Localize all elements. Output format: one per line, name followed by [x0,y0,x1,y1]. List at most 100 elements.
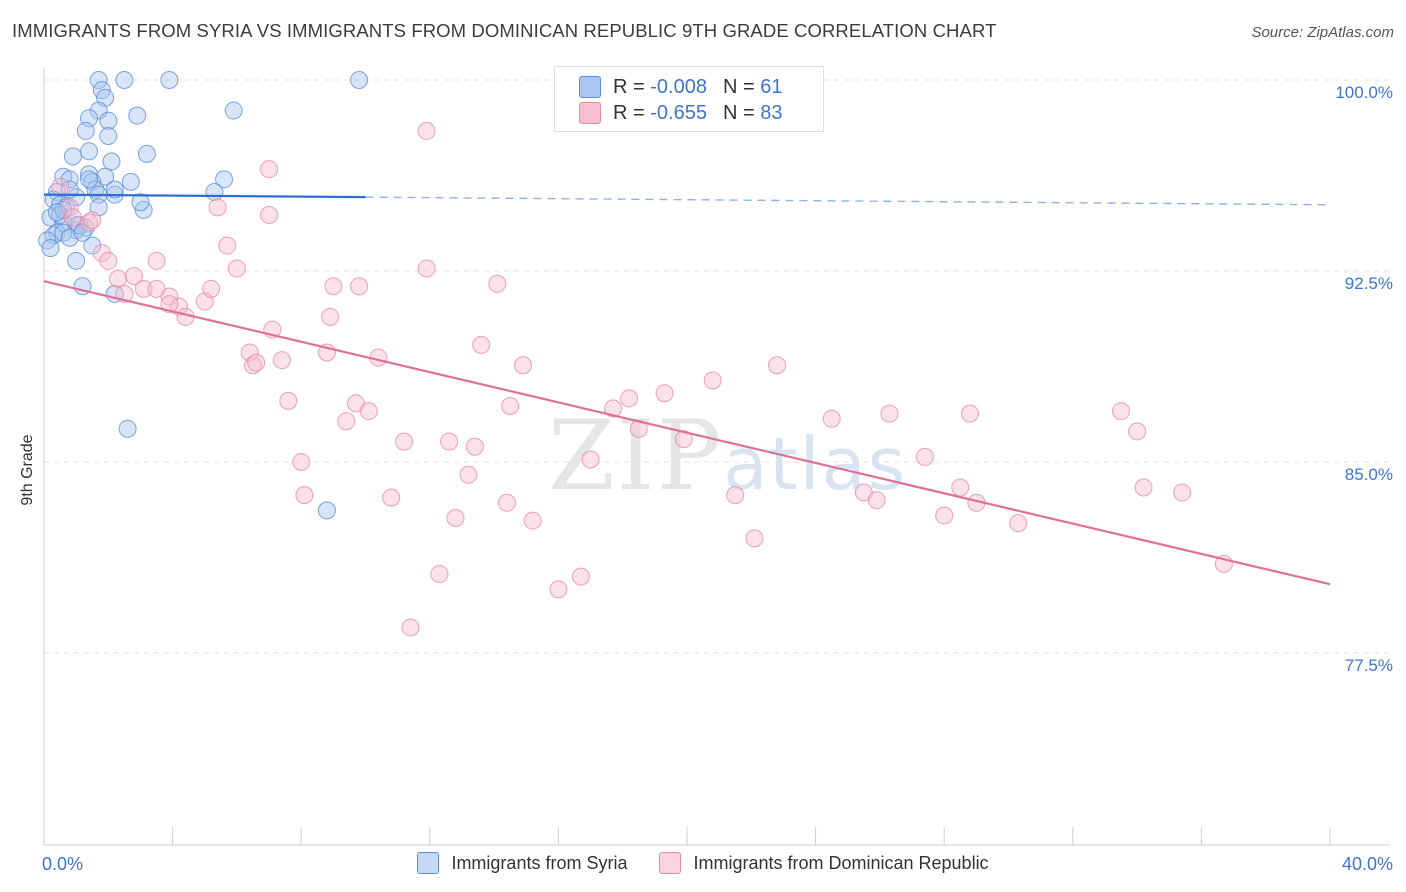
dr-point [108,269,127,288]
y-tick-label: 100.0% [1335,83,1393,102]
y-axis-label: 9th Grade [19,434,36,506]
dr-point [430,565,449,584]
dr-point [125,267,144,286]
dr-point [279,391,298,410]
syria-point [63,147,82,166]
syria-point [350,71,369,89]
syria-n-label: N = [722,75,755,98]
dr-point [880,404,899,423]
dr-point [726,486,745,505]
dr-point [501,396,520,415]
dr-point [472,335,491,354]
y-tick-label: 92.5% [1345,274,1393,293]
dr-point [446,509,465,528]
syria-point [83,236,102,255]
dr-point [63,208,82,227]
syria-point [76,121,95,140]
dr-point [292,453,311,471]
dr-point [60,198,79,217]
dr-point [497,493,516,512]
series-legend: Immigrants from Syria Immigrants from Do… [0,852,1406,874]
dr-point [488,274,507,293]
syria-point [41,239,60,258]
dr-point [745,529,764,548]
dr-r-label: R = [613,101,645,124]
syria-point [121,172,140,191]
syria-r-value: -0.008 [650,75,707,98]
dr-point [459,465,478,484]
dr-point [951,478,970,497]
legend-item-syria[interactable]: Immigrants from Syria [417,852,627,874]
syria-trend-extension [365,196,1331,206]
syria-point [105,180,124,199]
dr-point [260,160,279,179]
syria-point [99,111,118,130]
dr-n-value: 83 [760,101,783,124]
syria-point [60,170,79,189]
dr-point [202,279,221,298]
dr-point [935,506,954,525]
x-tick-label: 40.0% [1342,854,1393,874]
stats-row-syria: R = -0.008 N = 61 [579,75,782,99]
x-tick-label: 0.0% [42,854,83,874]
dr-point [321,307,340,326]
dr-point [417,121,436,140]
syria-point [102,152,121,171]
watermark-zip: ZIP [548,400,724,512]
dr-point [92,244,111,263]
dr-point [401,618,420,637]
syria-point [80,170,99,189]
syria-point [80,142,99,161]
dr-point [395,432,414,451]
dr-point [620,389,639,408]
syria-point [89,71,108,89]
syria-point [73,223,92,242]
syria-point [215,170,234,189]
dr-point [247,353,266,372]
legend-item-dr[interactable]: Immigrants from Dominican Republic [659,852,989,874]
dr-point [571,567,590,586]
dr-point [324,277,343,296]
dr-n-label: N = [722,101,755,124]
dr-point [272,351,291,370]
syria-point [224,101,243,120]
dr-point [208,198,227,217]
syria-point [118,419,137,438]
source-label: Source: ZipAtlas.com [1251,24,1394,41]
legend-label-syria: Immigrants from Syria [451,852,628,873]
dr-r-value: -0.655 [650,101,707,124]
dr-point [160,295,179,314]
dr-point [822,409,841,428]
dr-point [1009,514,1028,533]
watermark: ZIPatlas [548,400,907,512]
dr-point [295,486,314,505]
syria-r-label: R = [613,75,645,98]
syria-point [115,71,134,89]
stats-legend: R = -0.008 N = 61 R = -0.655 N = 83 [554,66,824,132]
dr-point [350,277,369,296]
dr-point [655,384,674,403]
legend-swatch-syria [417,852,440,874]
dr-point [417,259,436,278]
y-tick-label: 85.0% [1345,465,1393,484]
dr-point [465,437,484,456]
dr-point [134,279,153,298]
dr-point [915,447,934,466]
dr-point [147,251,166,270]
dr-point [260,205,279,224]
dr-point [514,356,533,375]
dr-point [604,399,623,418]
stats-row-dr: R = -0.655 N = 83 [579,101,782,125]
syria-point [317,501,336,520]
syria-point [131,193,150,212]
syria-point [67,251,86,270]
syria-trend-line [43,193,366,199]
dr-point [960,404,979,423]
dr-trend-line [43,280,1331,586]
dr-point [83,211,102,230]
legend-label-dr: Immigrants from Dominican Republic [693,852,989,873]
chart-title: IMMIGRANTS FROM SYRIA VS IMMIGRANTS FROM… [12,20,997,41]
dr-point [523,511,542,530]
syria-point [205,183,224,202]
dr-point [227,259,246,278]
